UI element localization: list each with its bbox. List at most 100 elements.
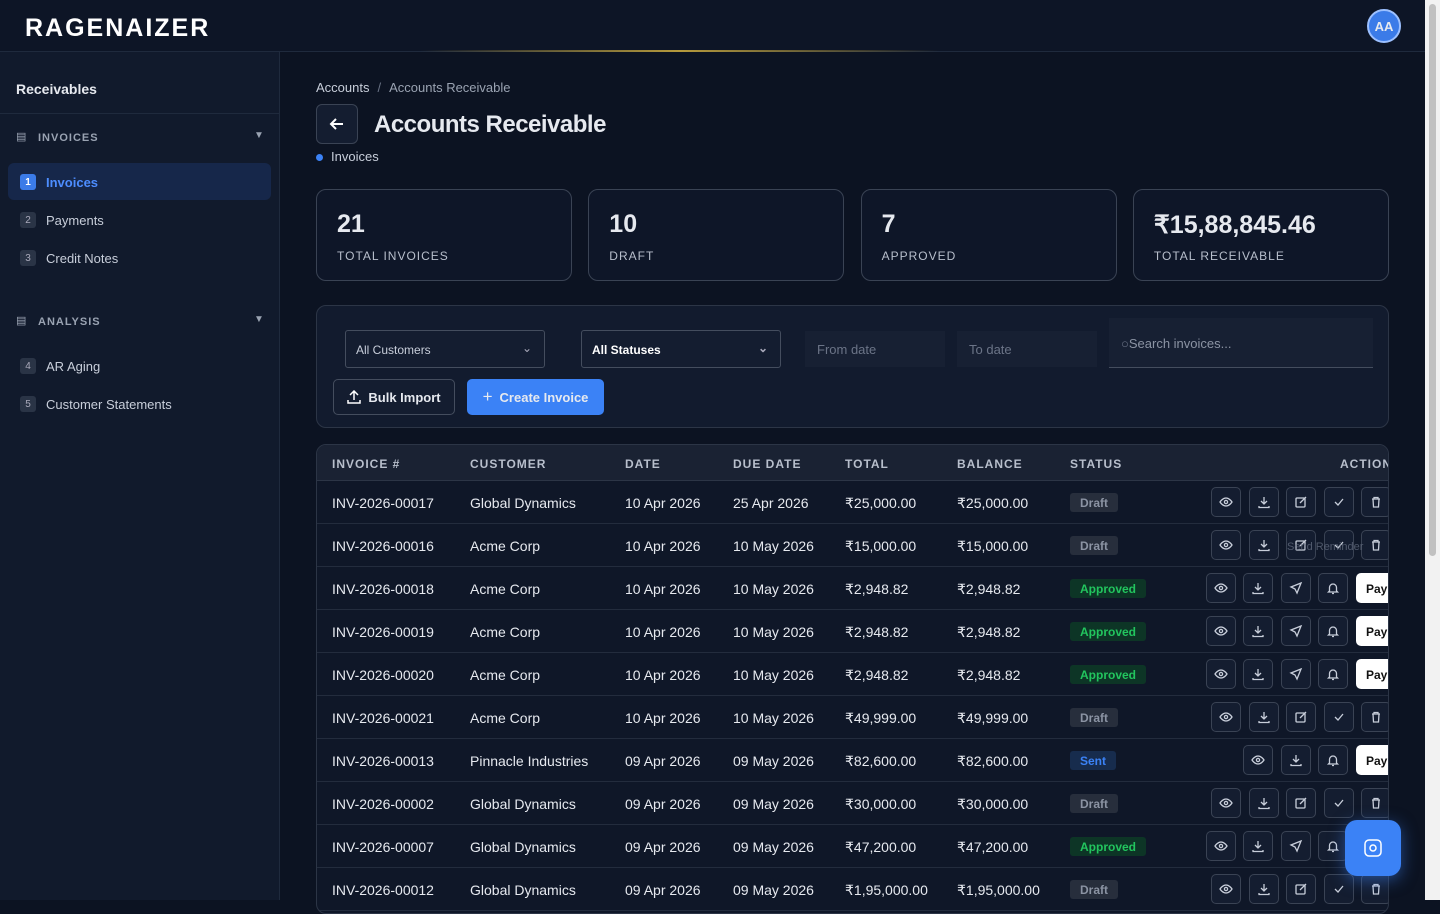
table-row: INV-2026-00007 Global Dynamics 09 Apr 2026… — [317, 825, 1388, 868]
cell: ₹30,000.00 — [845, 796, 917, 812]
stat-card: ₹15,88,845.46 TOTAL RECEIVABLE — [1132, 189, 1389, 281]
download-button[interactable] — [1243, 573, 1274, 603]
table-row: INV-2026-00016 Acme Corp 10 Apr 2026 10 May… — [317, 524, 1388, 567]
section-label[interactable]: ANALYSIS — [38, 316, 101, 328]
view-button[interactable] — [1205, 616, 1236, 646]
status-badge: Draft — [1070, 493, 1119, 512]
send-button[interactable] — [1280, 659, 1311, 689]
search-input[interactable]: ○Search invoices... — [1109, 318, 1373, 368]
to-date[interactable]: To date — [957, 331, 1097, 367]
invoice-table: INVOICE # CUSTOMER DATE DUE DATE TOTAL BALANC… — [316, 444, 1389, 914]
cell: 09 May 2026 — [733, 882, 814, 898]
pay-button[interactable]: Pay — [1356, 745, 1388, 775]
send-button[interactable] — [1280, 831, 1311, 861]
nav-label: Customer Statements — [46, 397, 172, 412]
view-button[interactable] — [1205, 831, 1236, 861]
edit-button[interactable] — [1286, 788, 1317, 818]
download-button[interactable] — [1248, 702, 1279, 732]
delete-button[interactable] — [1361, 487, 1388, 517]
approve-button[interactable] — [1323, 702, 1354, 732]
breadcrumb-link[interactable]: Accounts — [316, 80, 370, 95]
view-button[interactable] — [1211, 487, 1241, 517]
create-invoice-button[interactable]: + Create Invoice — [467, 379, 604, 415]
view-button[interactable] — [1211, 702, 1241, 732]
section-toggle[interactable]: ▼ — [254, 130, 264, 141]
table-row: INV-2026-00017 Global Dynamics 10 Apr 2026… — [317, 481, 1388, 524]
stat-label: APPROVED — [881, 249, 957, 263]
search-placeholder: Search invoices... — [1128, 336, 1232, 351]
stat-value: ₹15,88,845.46 — [1153, 211, 1316, 239]
view-button[interactable] — [1243, 745, 1274, 775]
cell: INV-2026-00017 — [332, 495, 434, 511]
download-button[interactable] — [1248, 874, 1279, 904]
delete-button[interactable] — [1361, 702, 1388, 732]
cell: 25 Apr 2026 — [733, 495, 809, 511]
approve-button[interactable] — [1323, 487, 1354, 517]
remind-button[interactable] — [1318, 831, 1349, 861]
pay-button[interactable]: Pay — [1356, 573, 1388, 603]
status-badge: Sent — [1070, 751, 1117, 770]
from-date[interactable]: From date — [805, 331, 945, 367]
breadcrumb: Accounts / Accounts Receivable — [316, 80, 511, 95]
top-bar: RAGENAIZER AA — [0, 0, 1425, 52]
remind-button[interactable] — [1318, 659, 1349, 689]
cell: ₹2,948.82 — [845, 667, 909, 683]
approve-button[interactable] — [1323, 530, 1354, 560]
remind-button[interactable] — [1318, 745, 1349, 775]
cell: 10 Apr 2026 — [625, 667, 701, 683]
view-button[interactable] — [1211, 788, 1241, 818]
cell: Global Dynamics — [470, 882, 576, 898]
table-row: INV-2026-00018 Acme Corp 10 Apr 2026 10 May… — [317, 567, 1388, 610]
cell: ₹49,999.00 — [845, 710, 917, 726]
nav-item[interactable]: 1 Invoices — [8, 163, 271, 200]
stat-value: 10 — [609, 210, 638, 238]
delete-button[interactable] — [1361, 874, 1388, 904]
download-button[interactable] — [1280, 745, 1311, 775]
cell: ₹47,200.00 — [845, 839, 917, 855]
send-button[interactable] — [1280, 573, 1311, 603]
download-button[interactable] — [1243, 616, 1274, 646]
cell: Global Dynamics — [470, 839, 576, 855]
select-text: All Statuses — [592, 343, 661, 357]
edit-button[interactable] — [1286, 702, 1317, 732]
pay-button[interactable]: Pay — [1356, 659, 1388, 689]
download-button[interactable] — [1248, 487, 1279, 517]
remind-button[interactable] — [1318, 616, 1349, 646]
cell: INV-2026-00013 — [332, 753, 434, 769]
back-button[interactable] — [316, 104, 358, 144]
remind-button[interactable] — [1318, 573, 1349, 603]
table-row: INV-2026-00012 Global Dynamics 09 Apr 2026… — [317, 868, 1388, 911]
pay-button[interactable]: Pay — [1356, 616, 1388, 646]
download-button[interactable] — [1248, 530, 1279, 560]
cell: 10 May 2026 — [733, 538, 814, 554]
edit-button[interactable] — [1286, 530, 1317, 560]
view-button[interactable] — [1205, 659, 1236, 689]
approve-button[interactable] — [1323, 788, 1354, 818]
stat-label: DRAFT — [609, 249, 655, 263]
nav-item[interactable]: 3 Credit Notes — [8, 239, 271, 276]
section-label[interactable]: INVOICES — [38, 132, 99, 144]
customer-select[interactable]: All Customers ⌄ — [345, 330, 545, 368]
edit-button[interactable] — [1286, 487, 1317, 517]
status-select[interactable]: All Statuses ⌄ — [581, 330, 781, 368]
cell: ₹2,948.82 — [957, 581, 1021, 597]
nav-item[interactable]: 2 Payments — [8, 201, 271, 238]
view-button[interactable] — [1211, 530, 1241, 560]
logo[interactable]: RAGENAIZER — [25, 14, 211, 42]
nav-item[interactable]: 5 Customer Statements — [8, 385, 271, 422]
cell: 10 Apr 2026 — [625, 581, 701, 597]
edit-button[interactable] — [1286, 874, 1317, 904]
assistant-button[interactable] — [1345, 820, 1401, 876]
download-button[interactable] — [1243, 831, 1274, 861]
delete-button[interactable] — [1361, 788, 1388, 818]
nav-item[interactable]: 4 AR Aging — [8, 347, 271, 384]
bulk-import-button[interactable]: Bulk Import — [333, 379, 455, 415]
download-button[interactable] — [1243, 659, 1274, 689]
back-icon — [329, 118, 343, 130]
section-toggle[interactable]: ▼ — [254, 314, 264, 325]
delete-button[interactable] — [1361, 530, 1388, 560]
download-button[interactable] — [1248, 788, 1279, 818]
view-button[interactable] — [1205, 573, 1236, 603]
avatar[interactable]: AA — [1367, 9, 1401, 43]
send-button[interactable] — [1280, 616, 1311, 646]
